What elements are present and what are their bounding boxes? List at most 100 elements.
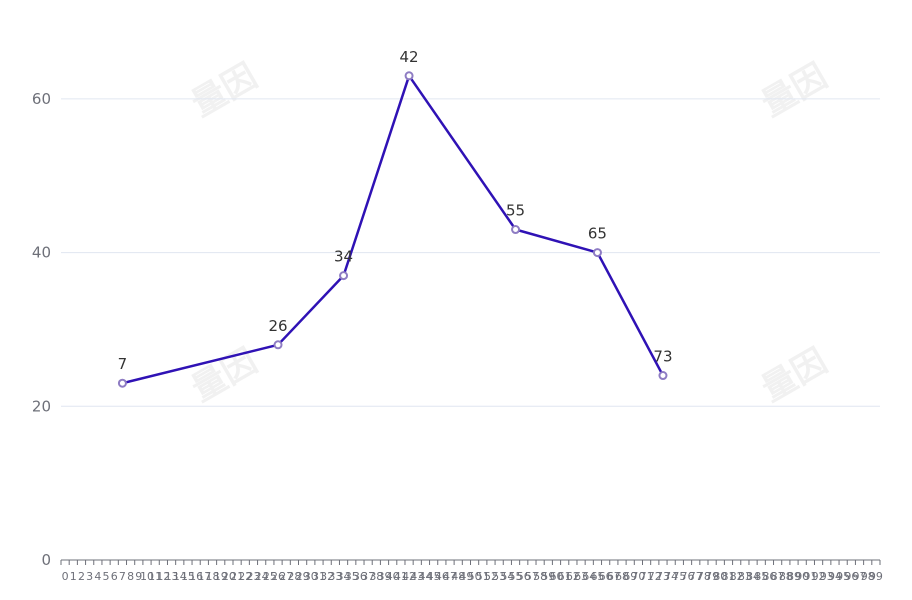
- x-tick-label: 2: [78, 570, 85, 583]
- x-tick-label: 96: [844, 570, 858, 583]
- x-tick-label: 86: [762, 570, 776, 583]
- x-tick-label: 5: [103, 570, 110, 583]
- x-tick-label: 54: [500, 570, 514, 583]
- x-tick-label: 70: [631, 570, 645, 583]
- data-point-marker[interactable]: [339, 271, 349, 281]
- watermark-text: 量因: [755, 56, 834, 125]
- x-axis: 0 1 2 3 4 5 6 7 8 9101112131415161718192021222324…: [60, 559, 883, 583]
- x-tick-label: 72: [648, 570, 662, 583]
- x-tick-label: 77: [689, 570, 703, 583]
- x-tick-label: 52: [484, 570, 498, 583]
- x-tick-label: 93: [820, 570, 834, 583]
- data-point-marker[interactable]: [404, 71, 414, 81]
- x-tick-label: 45: [427, 570, 441, 583]
- x-tick-label: 32: [320, 570, 334, 583]
- data-point-label: 26: [268, 317, 287, 335]
- x-tick-label: 80: [713, 570, 727, 583]
- x-tick-label: 31: [312, 570, 326, 583]
- x-tick-label: 46: [435, 570, 449, 583]
- x-tick-label: 23: [246, 570, 260, 583]
- x-tick-label: 91: [803, 570, 817, 583]
- x-tick-label: 13: [165, 570, 179, 583]
- x-tick-label: 7: [119, 570, 126, 583]
- data-point-label: 73: [653, 348, 672, 366]
- x-tick-label: 90: [795, 570, 809, 583]
- x-tick-label: 40: [386, 570, 400, 583]
- x-tick-label: 60: [549, 570, 563, 583]
- x-tick-label: 55: [509, 570, 523, 583]
- x-tick-label: 98: [861, 570, 875, 583]
- x-tick-label: 69: [623, 570, 637, 583]
- x-tick-label: 27: [279, 570, 293, 583]
- x-tick-label: 43: [410, 570, 424, 583]
- x-tick-label: 3: [86, 570, 93, 583]
- data-point-label: 55: [506, 202, 525, 220]
- y-tick-label: 60: [32, 90, 51, 108]
- y-tick-label: 40: [32, 244, 51, 262]
- x-tick-label: 11: [148, 570, 162, 583]
- x-tick-label: 0: [62, 570, 69, 583]
- x-tick-label: 84: [746, 570, 760, 583]
- data-point-marker[interactable]: [273, 340, 283, 350]
- x-tick-label: 57: [525, 570, 539, 583]
- x-tick-label: 20: [222, 570, 236, 583]
- x-tick-label: 87: [771, 570, 785, 583]
- x-tick-label: 10: [140, 570, 154, 583]
- x-tick-label: 48: [451, 570, 465, 583]
- data-point-marker[interactable]: [658, 371, 668, 381]
- x-tick-label: 78: [697, 570, 711, 583]
- x-tick-label: 1: [70, 570, 77, 583]
- x-tick-label: 16: [189, 570, 203, 583]
- x-tick-label: 17: [197, 570, 211, 583]
- x-tick-label: 85: [754, 570, 768, 583]
- x-tick-label: 18: [206, 570, 220, 583]
- watermark-text: 量因: [755, 341, 834, 410]
- data-labels: 7 26 34 42 55 65 73: [118, 48, 673, 373]
- x-tick-label: 67: [607, 570, 621, 583]
- x-tick-label: 99: [869, 570, 883, 583]
- x-tick-label: 74: [664, 570, 678, 583]
- x-tick-label: 35: [345, 570, 359, 583]
- x-tick-label: 73: [656, 570, 670, 583]
- x-tick-label: 76: [681, 570, 695, 583]
- x-tick-label: 29: [296, 570, 310, 583]
- x-tick-label: 53: [492, 570, 506, 583]
- x-tick-label: 56: [517, 570, 531, 583]
- x-tick-label: 97: [853, 570, 867, 583]
- x-tick-label: 34: [337, 570, 351, 583]
- x-tick-label: 79: [705, 570, 719, 583]
- data-point-marker[interactable]: [117, 378, 127, 388]
- y-tick-label: 20: [32, 397, 51, 415]
- x-tick-label: 44: [418, 570, 432, 583]
- x-tick-label: 89: [787, 570, 801, 583]
- x-tick-label: 51: [476, 570, 490, 583]
- data-point-label: 42: [400, 48, 419, 66]
- x-tick-label: 4: [94, 570, 101, 583]
- data-point-marker[interactable]: [511, 225, 521, 235]
- x-tick-label: 62: [566, 570, 580, 583]
- x-tick-label: 30: [304, 570, 318, 583]
- data-point-label: 7: [118, 355, 128, 373]
- grid-lines: [61, 98, 880, 407]
- series-markers: [117, 71, 668, 388]
- x-tick-label: 9: [135, 570, 142, 583]
- x-tick-label: 59: [541, 570, 555, 583]
- y-tick-label: 0: [41, 551, 51, 569]
- x-tick-label: 83: [738, 570, 752, 583]
- x-tick-label: 6: [111, 570, 118, 583]
- x-tick-label: 42: [402, 570, 416, 583]
- x-tick-label: 50: [468, 570, 482, 583]
- x-tick-label: 94: [828, 570, 842, 583]
- x-tick-label: 26: [271, 570, 285, 583]
- y-axis-labels: 0 20 40 60: [32, 90, 51, 569]
- x-tick-label: 64: [582, 570, 596, 583]
- data-point-marker[interactable]: [592, 248, 602, 258]
- x-tick-label: 22: [238, 570, 252, 583]
- x-tick-label: 58: [533, 570, 547, 583]
- data-point-label: 65: [588, 225, 607, 243]
- x-tick-label: 82: [730, 570, 744, 583]
- x-tick-label: 28: [287, 570, 301, 583]
